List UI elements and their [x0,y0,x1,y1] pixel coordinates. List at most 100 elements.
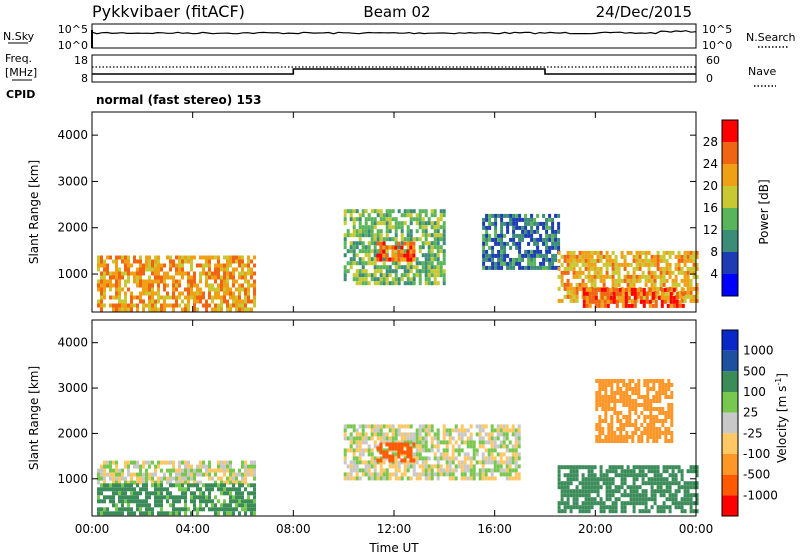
velocity-cell [641,473,645,478]
power-cell [406,249,410,254]
velocity-cell [671,497,675,502]
velocity-cell [196,487,199,492]
velocity-cell [97,468,100,473]
velocity-cell [388,454,392,459]
velocity-cell [220,483,223,488]
power-cell [352,233,356,238]
velocity-cell [355,472,359,477]
power-cell [666,287,670,292]
power-cell [244,275,247,280]
power-cell [436,261,440,266]
power-cell [364,253,368,258]
velocity-cell [650,469,654,474]
velocity-cell [451,456,455,461]
power-cell [680,278,684,283]
power-cell [412,265,416,270]
velocity-cell [436,436,440,441]
velocity-cell [115,507,118,512]
power-cell [581,262,585,267]
power-cell [582,299,586,304]
power-cell [364,217,368,222]
power-cell [680,254,684,259]
power-cell [632,282,636,287]
power-cell [172,279,175,284]
power-cell [620,254,624,259]
power-cell [370,209,374,214]
power-cell [560,254,564,259]
power-cell [157,267,160,272]
velocity-cell [653,493,657,498]
velocity-cell [508,456,512,461]
velocity-cell [499,460,503,465]
power-cell [412,253,416,258]
velocity-cell [587,509,591,514]
velocity-cell [232,495,235,500]
power-cell [566,290,570,295]
power-cell [181,275,184,280]
velocity-cell [616,415,620,419]
velocity-cell [442,440,446,445]
velocity-cell [469,432,473,437]
power-cell [624,287,628,292]
power-cell [391,253,395,258]
power-cell [614,254,618,259]
velocity-cell [608,485,612,490]
power-cell [154,303,157,308]
power-cell [139,259,142,264]
velocity-cell [487,436,491,441]
power-cell [247,263,250,268]
power-cell [208,275,211,280]
power-cell [491,257,495,262]
power-cell [494,225,498,230]
power-cell [677,270,681,275]
velocity-cell [181,487,184,492]
velocity-cell [217,499,220,504]
velocity-cell [415,448,419,453]
velocity-cell [653,489,657,494]
power-cell [430,273,434,278]
velocity-cell [575,489,579,494]
power-cell [385,257,389,262]
velocity-cell [391,472,395,477]
power-cell [172,263,175,268]
power-cell [609,295,613,300]
velocity-cell [154,464,157,469]
power-cell [647,262,651,267]
velocity-cell [124,483,127,488]
power-cell [244,307,247,312]
power-cell [656,286,660,291]
velocity-cell [118,468,121,473]
velocity-cell [614,509,618,514]
velocity-cell [418,440,422,445]
power-cell [379,217,383,222]
velocity-cell [178,460,181,465]
velocity-cell [253,460,256,465]
power-cell [406,237,410,242]
power-cell [554,213,558,218]
power-cell [512,221,516,226]
power-cell [181,307,184,312]
velocity-cell [253,468,256,473]
velocity-cell [478,440,482,445]
velocity-cell [127,480,130,485]
velocity-cell [643,431,647,435]
power-cell [427,265,431,270]
power-cell [193,299,196,304]
velocity-cell [634,419,638,423]
velocity-cell [175,499,178,504]
power-cell [497,233,501,238]
power-cell [196,295,199,300]
power-cell [370,261,374,266]
velocity-cell [400,476,404,481]
power-cell [373,265,377,270]
velocity-cell [457,428,461,433]
velocity-cell [463,472,467,477]
power-cell [394,261,398,266]
velocity-cell [376,424,380,429]
velocity-cell [415,440,419,445]
velocity-cell [421,464,425,469]
power-cell [400,233,404,238]
velocity-cell [662,477,666,482]
power-cell [638,254,642,259]
velocity-cell [590,501,594,506]
